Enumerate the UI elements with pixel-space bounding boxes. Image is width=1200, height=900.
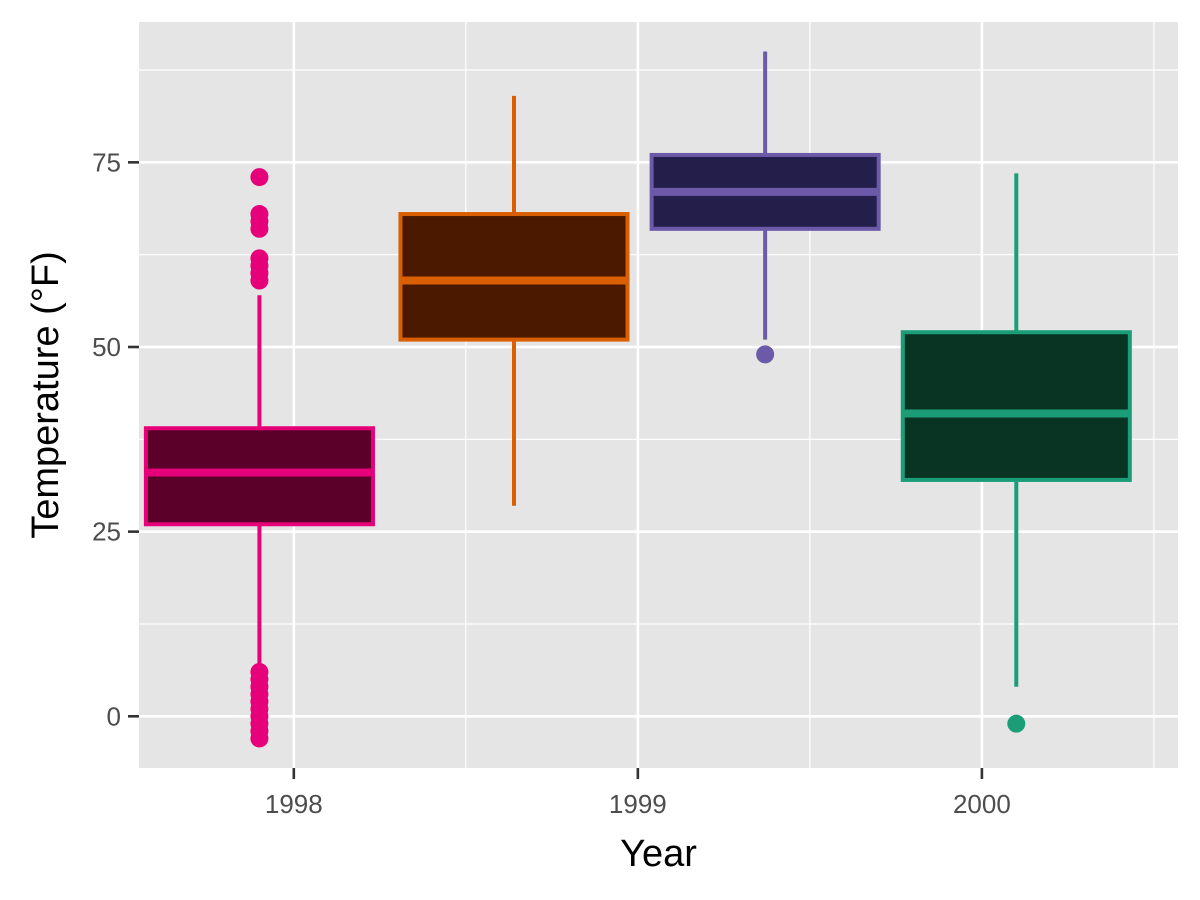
box-group-1 <box>398 95 630 506</box>
y-tick-label: 25 <box>92 517 121 547</box>
outlier-point <box>250 219 269 238</box>
boxplot-series <box>143 51 1132 748</box>
y-axis-title: Temperature (°F) <box>25 251 67 539</box>
box-group-0 <box>143 168 375 748</box>
outlier-point <box>1007 714 1026 733</box>
x-tick-label: 1999 <box>609 789 667 819</box>
axis-tick-labels: 0 25 50 75 1998 1999 2000 <box>92 147 1011 819</box>
y-tick-label: 75 <box>92 147 121 177</box>
x-axis-title: Year <box>620 833 697 875</box>
box-iqr <box>900 330 1132 482</box>
outlier-point <box>250 168 269 187</box>
box-group-2 <box>649 51 881 364</box>
axis-ticks <box>128 161 984 779</box>
outlier-point <box>250 729 269 748</box>
box-group-3 <box>900 173 1132 733</box>
outlier-point <box>756 345 775 364</box>
y-tick-label: 50 <box>92 332 121 362</box>
x-tick-label: 1998 <box>265 789 323 819</box>
x-tick-label: 2000 <box>953 789 1011 819</box>
outlier-point <box>250 271 269 290</box>
y-tick-label: 0 <box>107 701 121 731</box>
